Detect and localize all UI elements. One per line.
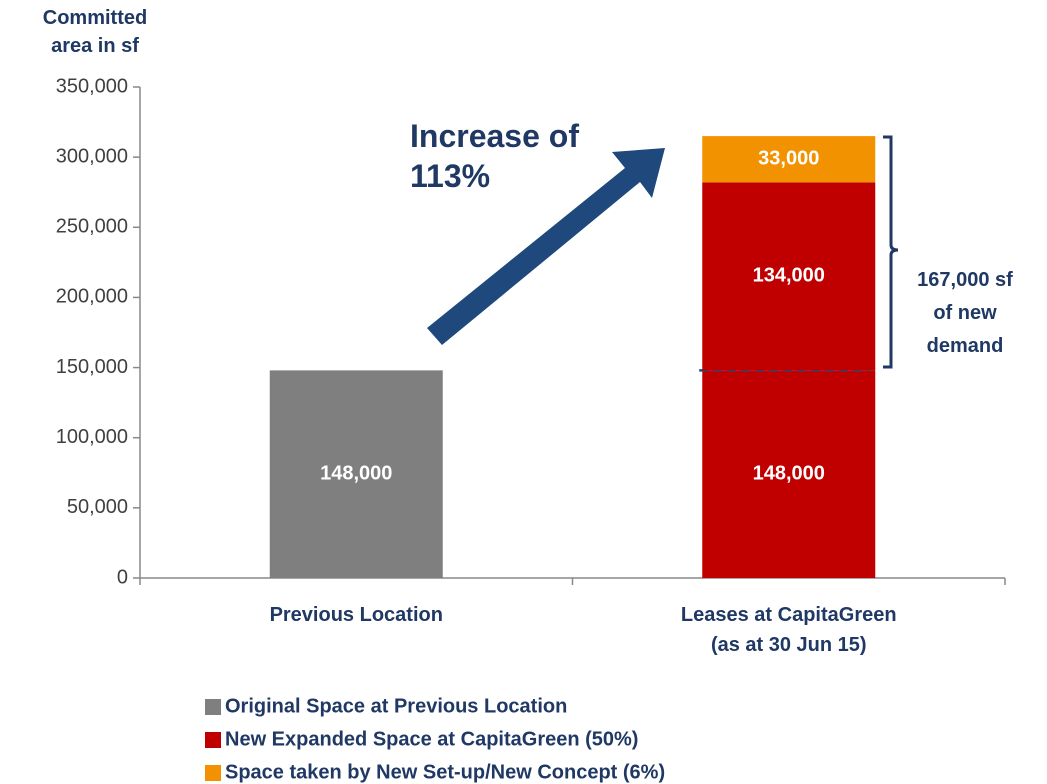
demand-bracket [883,135,899,369]
y-tick-label: 350,000 [56,75,128,97]
y-tick-label: 200,000 [56,286,128,308]
y-tick-label: 250,000 [56,216,128,238]
legend-label: Original Space at Previous Location [225,695,567,717]
legend-label: Space taken by New Set-up/New Concept (6… [225,761,665,783]
data-label: 134,000 [753,265,825,287]
legend-swatch [205,732,221,748]
x-tick-label: Previous Location [269,604,443,626]
bar-segment [702,136,876,183]
legend-label: New Expanded Space at CapitaGreen (50%) [225,728,638,750]
y-tick-label: 150,000 [56,356,128,378]
annotation: Increase of 113% [410,118,579,194]
increase-arrow [427,148,665,345]
legend-swatch [205,699,221,715]
y-tick-label: 100,000 [56,426,128,448]
data-label: 148,000 [753,462,825,484]
bar-segment [702,182,876,371]
y-tick-label: 50,000 [67,496,128,518]
y-axis-label: Committed area in sf [42,7,148,57]
annotation: 167,000 sf of new demand [917,269,1013,357]
y-tick-label: 0 [117,566,128,588]
legend-swatch [205,765,221,781]
bar-segment [269,370,443,578]
data-label: 148,000 [320,462,392,484]
data-label: 33,000 [758,148,819,170]
y-tick-label: 300,000 [56,145,128,167]
x-tick-label: Leases at CapitaGreen (as at 30 Jun 15) [680,604,897,656]
bar-segment [702,370,876,578]
